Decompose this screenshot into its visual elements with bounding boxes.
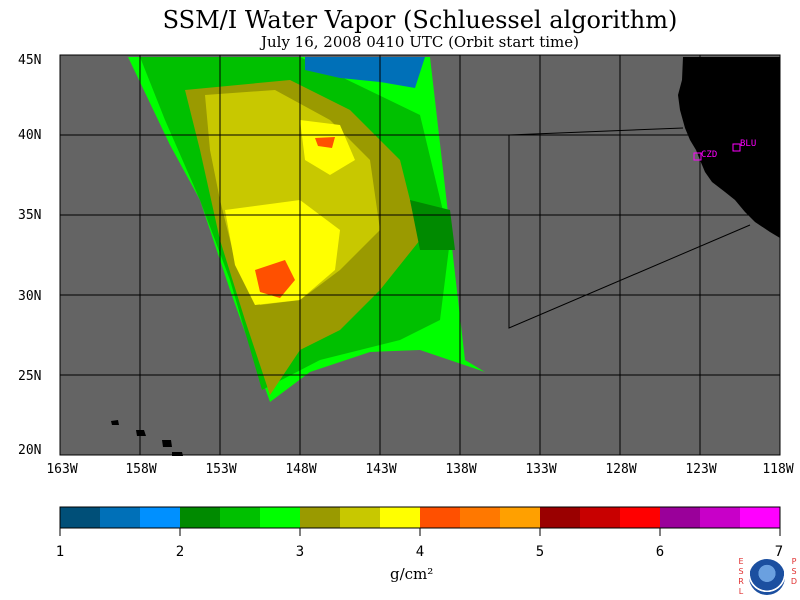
north-america-land xyxy=(678,57,780,238)
colorbar-swatch xyxy=(540,507,580,528)
lon-label-143w: 143W xyxy=(365,462,397,477)
colorbar-tick-1: 1 xyxy=(55,544,65,560)
lat-label-35n: 35N xyxy=(18,208,42,223)
colorbar-units: g/cm² xyxy=(390,565,434,583)
graticule xyxy=(60,55,780,455)
swath-blue xyxy=(305,57,425,88)
lat-label-45n: 45N xyxy=(18,53,42,68)
colorbar-tick-7: 7 xyxy=(774,544,784,560)
colorbar-swatch xyxy=(220,507,260,528)
colorbar-swatch xyxy=(180,507,220,528)
region-boundary-line xyxy=(508,135,751,329)
hawaii-island-3 xyxy=(162,440,172,447)
colorbar-swatch xyxy=(660,507,700,528)
colorbar-swatch xyxy=(340,507,380,528)
swath-yellow xyxy=(225,200,340,305)
colorbar-swatch xyxy=(460,507,500,528)
noaa-emblem-icon xyxy=(749,559,785,595)
colorbar-tick-2: 2 xyxy=(175,544,185,560)
station-czd-marker xyxy=(693,152,702,161)
station-markers: CZD BLU xyxy=(693,139,756,161)
station-blu-label: BLU xyxy=(740,139,756,149)
lon-label-118w: 118W xyxy=(762,462,794,477)
colorbar-swatch xyxy=(620,507,660,528)
lat-label-40n: 40N xyxy=(18,128,42,143)
colorbar-swatch xyxy=(420,507,460,528)
swath-orange-small xyxy=(315,137,335,148)
lon-label-148w: 148W xyxy=(285,462,317,477)
colorbar-swatch xyxy=(700,507,740,528)
hawaii-island-1 xyxy=(111,420,119,425)
colorbar-swatch xyxy=(140,507,180,528)
station-blu-marker xyxy=(732,143,741,152)
colorbar-tick-5: 5 xyxy=(535,544,545,560)
colorbar-swatch xyxy=(580,507,620,528)
lon-label-138w: 138W xyxy=(445,462,477,477)
colorbar-tick-3: 3 xyxy=(295,544,305,560)
colorbar-ticks xyxy=(59,528,781,536)
lat-label-30n: 30N xyxy=(18,289,42,304)
map-title: SSM/I Water Vapor (Schluessel algorithm) xyxy=(162,6,678,34)
colorbar-swatch xyxy=(740,507,780,528)
swath-orange xyxy=(255,260,295,298)
lon-label-158w: 158W xyxy=(125,462,157,477)
lon-label-163w: 163W xyxy=(46,462,78,477)
colorbar xyxy=(59,506,781,529)
lon-label-153w: 153W xyxy=(205,462,237,477)
swath-yellow-north xyxy=(300,120,355,175)
lat-label-25n: 25N xyxy=(18,369,42,384)
colorbar-tick-6: 6 xyxy=(655,544,665,560)
colorbar-swatch xyxy=(500,507,540,528)
colorbar-swatch xyxy=(100,507,140,528)
lon-label-128w: 128W xyxy=(605,462,637,477)
colorbar-swatch xyxy=(300,507,340,528)
swath-layer xyxy=(128,57,485,402)
colorbar-tick-4: 4 xyxy=(415,544,425,560)
colorbar-swatch xyxy=(260,507,300,528)
lat-label-20n: 20N xyxy=(18,443,42,458)
lon-label-133w: 133W xyxy=(525,462,557,477)
lon-label-123w: 123W xyxy=(685,462,717,477)
swath-dark-green-patch xyxy=(410,200,455,250)
colorbar-swatch xyxy=(60,507,100,528)
hawaii-island-2 xyxy=(136,430,146,436)
station-czd-label: CZD xyxy=(701,150,717,160)
colorbar-swatch xyxy=(380,507,420,528)
region-boundary-top xyxy=(508,127,684,136)
map-subtitle: July 16, 2008 0410 UTC (Orbit start time… xyxy=(260,33,580,51)
map-frame xyxy=(59,54,781,456)
